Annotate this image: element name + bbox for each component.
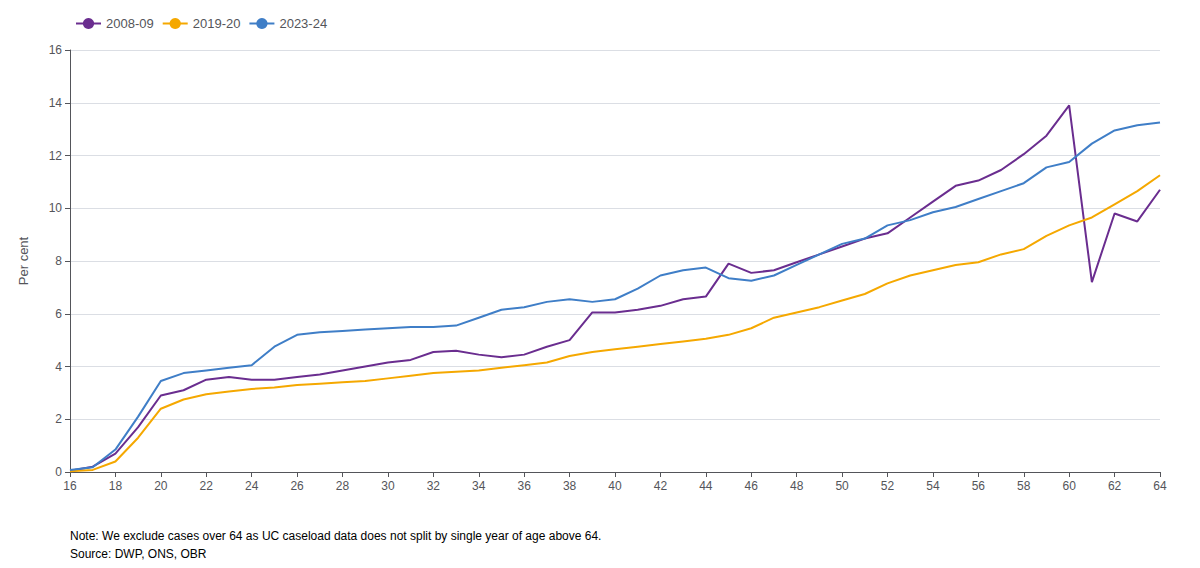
svg-text:52: 52	[881, 479, 895, 493]
svg-text:Per cent: Per cent	[16, 236, 31, 285]
svg-text:56: 56	[972, 479, 986, 493]
svg-text:26: 26	[290, 479, 304, 493]
svg-text:54: 54	[926, 479, 940, 493]
svg-text:42: 42	[654, 479, 668, 493]
svg-text:40: 40	[608, 479, 622, 493]
svg-text:14: 14	[49, 96, 63, 110]
svg-text:60: 60	[1062, 479, 1076, 493]
svg-text:Source: DWP, ONS, OBR: Source: DWP, ONS, OBR	[70, 547, 207, 561]
svg-text:18: 18	[109, 479, 123, 493]
svg-text:64: 64	[1153, 479, 1167, 493]
svg-text:2: 2	[55, 412, 62, 426]
svg-text:34: 34	[472, 479, 486, 493]
svg-text:10: 10	[49, 201, 63, 215]
svg-text:22: 22	[200, 479, 214, 493]
svg-text:44: 44	[699, 479, 713, 493]
svg-text:2008-09: 2008-09	[106, 16, 154, 31]
svg-text:8: 8	[55, 254, 62, 268]
svg-text:16: 16	[63, 479, 77, 493]
svg-text:36: 36	[517, 479, 531, 493]
svg-text:4: 4	[55, 360, 62, 374]
svg-text:46: 46	[745, 479, 759, 493]
svg-text:12: 12	[49, 149, 63, 163]
svg-text:2019-20: 2019-20	[193, 16, 241, 31]
svg-text:62: 62	[1108, 479, 1122, 493]
svg-text:24: 24	[245, 479, 259, 493]
svg-text:50: 50	[835, 479, 849, 493]
svg-text:28: 28	[336, 479, 350, 493]
svg-text:38: 38	[563, 479, 577, 493]
svg-text:32: 32	[427, 479, 441, 493]
svg-text:30: 30	[381, 479, 395, 493]
svg-text:16: 16	[49, 43, 63, 57]
svg-text:Note: We exclude cases over 64: Note: We exclude cases over 64 as UC cas…	[70, 529, 601, 543]
svg-text:0: 0	[55, 465, 62, 479]
svg-text:20: 20	[154, 479, 168, 493]
svg-text:2023-24: 2023-24	[279, 16, 327, 31]
svg-text:58: 58	[1017, 479, 1031, 493]
svg-text:6: 6	[55, 307, 62, 321]
svg-text:48: 48	[790, 479, 804, 493]
